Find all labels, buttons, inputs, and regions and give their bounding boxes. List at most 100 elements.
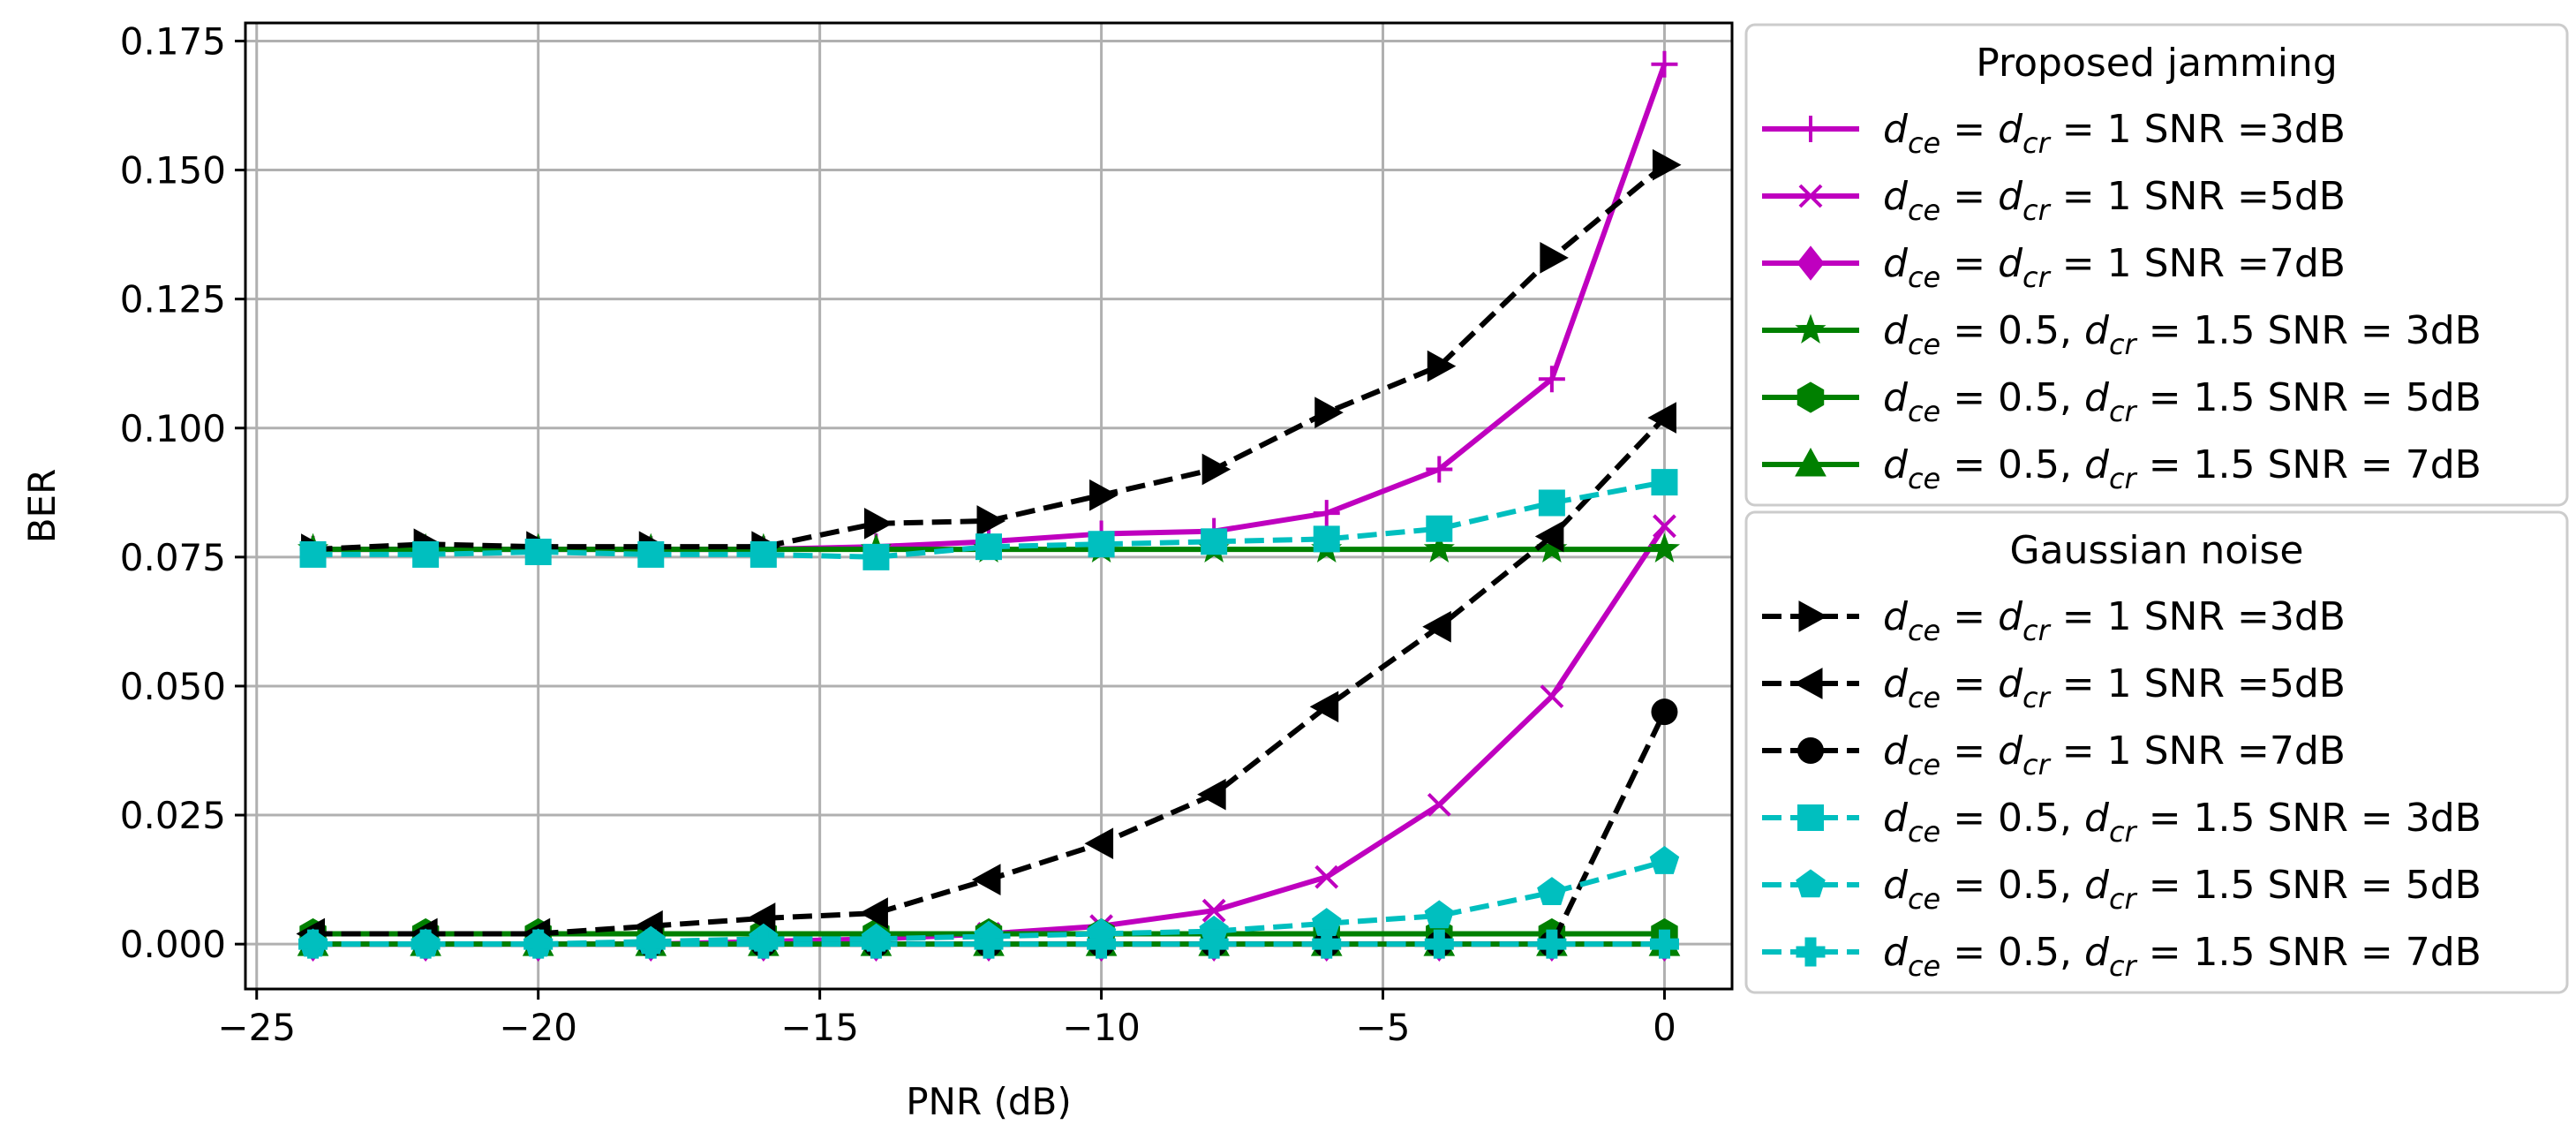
plus-marker	[1797, 116, 1824, 142]
plus-filled-marker	[298, 929, 328, 959]
square-marker	[1088, 531, 1115, 558]
plus-filled-marker	[411, 929, 441, 959]
triangle-right-marker	[1540, 242, 1569, 274]
square-marker	[1426, 515, 1453, 542]
series-line	[313, 710, 1668, 947]
x-marker	[1798, 184, 1823, 208]
x-marker	[1653, 514, 1676, 539]
grid-lines	[245, 23, 1732, 989]
legend-label: dce = dcr = 1 SNR =3dB	[1883, 107, 2346, 160]
x-marker	[1427, 792, 1451, 817]
triangle-left-marker	[1197, 778, 1226, 811]
legend-label: dce = 0.5, dcr = 1.5 SNR = 3dB	[1883, 308, 2482, 361]
plus-filled-marker	[1312, 929, 1342, 959]
y-axis-label: BER	[20, 469, 64, 544]
triangle-right-marker	[1201, 453, 1232, 486]
x-axis-label: PNR (dB)	[906, 1080, 1072, 1123]
series-12	[298, 929, 1679, 959]
triangle-left-marker	[971, 864, 1001, 895]
plus-filled-marker	[1796, 937, 1826, 967]
diamond-marker	[1796, 245, 1825, 281]
x-tick-label: −10	[1062, 1006, 1141, 1049]
legend-2: Gaussian noise dce = dcr = 1 SNR =3dB dce …	[1744, 510, 2569, 994]
x-marker	[1314, 864, 1339, 889]
plus-filled-marker	[1199, 929, 1229, 959]
triangle-left-marker	[1309, 691, 1339, 723]
y-tick-label: 0.150	[120, 149, 226, 193]
y-tick-label: 0.000	[120, 923, 226, 966]
x-tick-label: −20	[499, 1006, 577, 1049]
series-2	[301, 514, 1676, 956]
series-7	[301, 148, 1682, 565]
legend-entry: dce = 0.5, dcr = 1.5 SNR = 5dB	[1762, 375, 2482, 428]
square-marker	[1651, 469, 1678, 496]
star-marker	[1423, 532, 1455, 563]
series-10	[299, 469, 1678, 570]
triangle-left-marker	[859, 897, 888, 929]
plus-filled-marker	[1537, 929, 1567, 959]
plus-filled-marker	[1649, 929, 1679, 959]
series-line	[313, 416, 1667, 937]
legend-label: dce = 0.5, dcr = 1.5 SNR = 3dB	[1883, 796, 2482, 849]
triangle-left-marker	[1422, 610, 1451, 643]
square-marker	[524, 539, 552, 566]
series-1	[299, 50, 1678, 563]
triangle-left-marker	[1647, 402, 1676, 434]
pentagon-marker	[1649, 846, 1680, 874]
triangle-left-marker	[1084, 827, 1114, 860]
triangle-right-marker	[1314, 396, 1344, 429]
square-marker	[299, 540, 327, 568]
legend-entry: dce = 0.5, dcr = 1.5 SNR = 5dB	[1762, 863, 2482, 916]
legend-title: Proposed jamming	[1976, 41, 2338, 86]
legend-label: dce = 0.5, dcr = 1.5 SNR = 7dB	[1883, 442, 2482, 495]
legends: Proposed jamming dce = dcr = 1 SNR =3dB dc…	[1744, 23, 2569, 994]
square-marker	[1538, 489, 1565, 517]
triangle-right-marker	[863, 508, 893, 540]
legend-label: dce = dcr = 1 SNR =5dB	[1883, 174, 2346, 227]
triangle-left-marker	[1793, 668, 1823, 699]
star-marker	[1795, 313, 1827, 344]
x-marker	[1540, 684, 1564, 709]
plus-filled-marker	[1087, 929, 1117, 959]
pentagon-marker	[1537, 877, 1567, 905]
triangle-up-marker	[1795, 447, 1827, 477]
legend-entry: dce = 0.5, dcr = 1.5 SNR = 7dB	[1762, 442, 2482, 495]
plus-marker	[1538, 366, 1565, 393]
triangle-right-marker	[1427, 350, 1457, 382]
legend-label: dce = dcr = 1 SNR =5dB	[1883, 661, 2346, 714]
legend-entry: dce = 0.5, dcr = 1.5 SNR = 7dB	[1762, 930, 2482, 983]
triangle-right-marker	[1798, 600, 1828, 632]
square-marker	[1797, 804, 1824, 831]
square-marker	[975, 533, 1002, 561]
triangle-right-marker	[1652, 148, 1682, 181]
square-marker	[637, 540, 665, 568]
y-tick-label: 0.125	[120, 278, 226, 321]
plus-filled-marker	[1424, 929, 1454, 959]
circle-marker	[1797, 737, 1824, 764]
legend-entry: dce = dcr = 1 SNR =3dB	[1762, 107, 2346, 160]
legend-label: dce = dcr = 1 SNR =3dB	[1883, 594, 2346, 647]
legend-title: Gaussian noise	[2010, 528, 2304, 573]
x-tick-label: 0	[1653, 1006, 1676, 1049]
triangle-right-marker	[1089, 479, 1119, 511]
pentagon-marker	[1796, 869, 1826, 898]
plus-marker	[1426, 456, 1453, 483]
y-tick-label: 0.175	[120, 19, 226, 63]
legend-1: Proposed jamming dce = dcr = 1 SNR =3dB dc…	[1744, 23, 2569, 507]
series-line	[313, 162, 1667, 553]
plot-series	[296, 50, 1682, 962]
plus-filled-marker	[636, 929, 666, 959]
square-marker	[862, 543, 890, 570]
y-tick-label: 0.075	[120, 536, 226, 579]
x-tick-label: −5	[1356, 1006, 1411, 1049]
square-marker	[1313, 525, 1340, 553]
hexagon-marker	[1796, 381, 1825, 413]
x-marker	[1201, 898, 1226, 923]
star-marker	[1648, 532, 1681, 563]
legend-label: dce = 0.5, dcr = 1.5 SNR = 5dB	[1883, 375, 2482, 428]
legend-entry: dce = dcr = 1 SNR =5dB	[1762, 174, 2346, 227]
x-tick-label: −15	[780, 1006, 859, 1049]
pentagon-marker	[1424, 900, 1455, 929]
plot-frame	[244, 21, 1734, 991]
